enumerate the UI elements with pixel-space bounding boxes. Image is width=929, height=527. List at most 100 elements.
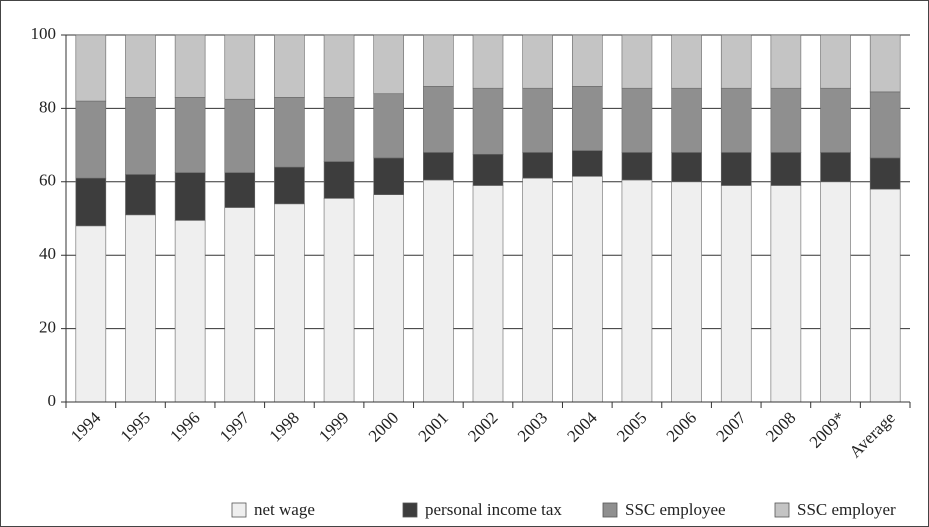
bar-segment [323, 198, 355, 403]
x-tick-label: 2005 [613, 408, 650, 445]
bar-segment [174, 172, 206, 221]
bar-segment [820, 34, 851, 89]
bar-segment [125, 174, 156, 216]
bar-segment [423, 34, 454, 87]
legend-swatch [402, 502, 418, 518]
y-tick-label: 80 [39, 97, 56, 116]
bar-segment [522, 152, 553, 179]
bar-segment [522, 87, 553, 153]
bar-segment [770, 152, 802, 186]
bar-segment [820, 87, 851, 153]
bar-segment [621, 152, 653, 181]
x-tick-label: 1998 [266, 408, 303, 445]
bar-segment [869, 91, 901, 159]
bar-segment [770, 185, 802, 403]
bar-segment [770, 34, 802, 89]
bar-segment [869, 34, 901, 93]
x-tick-label: 2007 [712, 408, 750, 446]
bar-segment [820, 181, 851, 403]
x-tick-label: 2009* [806, 408, 849, 451]
bar-segment [472, 153, 504, 186]
bar-segment [373, 93, 405, 159]
bar-segment [621, 34, 653, 89]
y-tick-label: 100 [31, 24, 57, 43]
bar-segment [820, 152, 851, 183]
bar-segment [75, 225, 107, 403]
bar-segment [671, 152, 702, 183]
bar-segment [75, 100, 107, 179]
bar-segment [472, 185, 504, 403]
x-tick-label: 1999 [315, 408, 352, 445]
bar-segment [571, 34, 603, 87]
x-tick-label: 2002 [464, 408, 501, 445]
y-tick-label: 0 [48, 391, 57, 410]
bar-segment [621, 87, 653, 153]
bar-segment [274, 203, 305, 403]
bar-segment [125, 97, 156, 175]
bar-segment [423, 152, 454, 181]
x-tick-label: 2008 [762, 408, 799, 445]
x-tick-label: Average [846, 408, 899, 461]
bar-segment [472, 34, 504, 89]
bar-segment [323, 34, 355, 98]
legend-label: net wage [254, 500, 315, 519]
legend-swatch [231, 502, 247, 518]
bar-segment [174, 97, 206, 173]
bar-segment [75, 177, 107, 227]
bar-segment [224, 207, 256, 403]
x-tick-label: 1995 [117, 408, 154, 445]
bar-segment [720, 87, 752, 153]
bar-segment [869, 157, 901, 190]
bar-segment [323, 161, 355, 199]
x-tick-label: 1994 [67, 408, 105, 446]
bar-segment [671, 181, 702, 403]
bar-segment [522, 34, 553, 89]
bar-segment [224, 98, 256, 173]
bar-segment [423, 86, 454, 153]
y-tick-label: 20 [39, 318, 56, 337]
bar-segment [869, 188, 901, 403]
bar-segment [571, 175, 603, 403]
bar-segment [571, 150, 603, 177]
bar-segment [373, 194, 405, 403]
x-tick-label: 1996 [166, 408, 203, 445]
x-tick-label: 1997 [216, 408, 254, 446]
legend-label: personal income tax [425, 500, 562, 519]
bar-segment [224, 172, 256, 208]
bar-segment [472, 87, 504, 155]
x-tick-label: 2006 [663, 408, 700, 445]
bar-segment [671, 34, 702, 89]
x-tick-label: 2003 [514, 408, 551, 445]
x-tick-label: 2004 [563, 408, 601, 446]
bar-segment [571, 86, 603, 151]
bar-segment [274, 166, 305, 205]
legend-swatch [774, 502, 790, 518]
bar-segment [373, 34, 405, 95]
bar-segment [720, 152, 752, 186]
y-tick-label: 40 [39, 244, 56, 263]
legend-label: SSC employee [625, 500, 726, 519]
bar-segment [323, 97, 355, 162]
bar-segment [274, 97, 305, 168]
bar-segment [174, 34, 206, 98]
bar-segment [522, 177, 553, 403]
y-tick-label: 60 [39, 171, 56, 190]
bar-segment [224, 34, 256, 100]
x-tick-label: 2000 [365, 408, 402, 445]
x-tick-label: 2001 [414, 408, 451, 445]
bar-segment [720, 185, 752, 403]
bar-segment [75, 34, 107, 102]
legend-swatch [602, 502, 618, 518]
bar-segment [621, 179, 653, 403]
bar-segment [671, 87, 702, 153]
bar-segment [125, 34, 156, 98]
bar-segment [174, 220, 206, 403]
bar-segment [125, 214, 156, 403]
bar-segment [274, 34, 305, 98]
bar-segment [720, 34, 752, 89]
legend-label: SSC employer [797, 500, 896, 519]
bar-segment [423, 179, 454, 403]
bar-segment [373, 157, 405, 195]
bar-segment [770, 87, 802, 153]
